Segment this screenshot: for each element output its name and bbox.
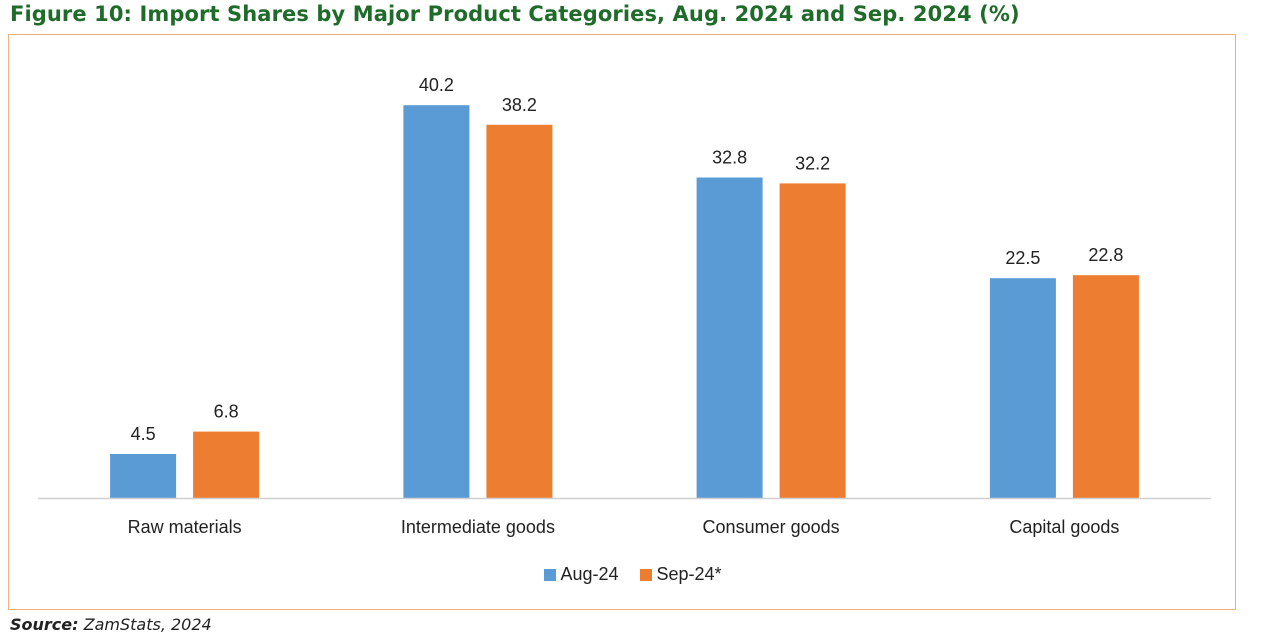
category-label: Intermediate goods — [401, 517, 555, 537]
data-label: 38.2 — [502, 95, 537, 115]
figure-title: Figure 10: Import Shares by Major Produc… — [10, 2, 1020, 26]
data-label: 6.8 — [214, 402, 239, 422]
data-label: 4.5 — [131, 424, 156, 444]
source-note: Source: ZamStats, 2024 — [10, 615, 212, 634]
data-label: 32.8 — [712, 148, 747, 168]
source-label: Source: — [10, 615, 79, 634]
bar-intermediate-goods-aug24 — [403, 105, 470, 498]
legend-item: Sep-24* — [640, 564, 722, 585]
bar-raw-materials-aug24 — [110, 454, 177, 498]
bar-chart: 4.5 6.8 Raw materials 40.2 38.2 Intermediate … — [38, 75, 1211, 537]
chart-frame — [8, 34, 1236, 610]
data-label: 22.5 — [1005, 248, 1040, 268]
bar-raw-materials-sep24 — [193, 431, 260, 498]
category-label: Consumer goods — [703, 517, 840, 537]
bar-intermediate-goods-sep24 — [486, 124, 553, 499]
data-label: 32.2 — [795, 153, 830, 173]
legend-item: Aug-24 — [544, 564, 618, 585]
data-label: 40.2 — [419, 75, 454, 95]
bar-consumer-goods-sep24 — [779, 183, 846, 498]
chart-legend: Aug-24 Sep-24* — [0, 564, 1266, 585]
data-label: 22.8 — [1088, 245, 1123, 265]
category-label: Capital goods — [1009, 517, 1119, 537]
category-label: Raw materials — [128, 517, 242, 537]
legend-label: Sep-24* — [656, 564, 722, 584]
bar-capital-goods-sep24 — [1072, 275, 1139, 498]
source-text: ZamStats, 2024 — [78, 615, 212, 634]
legend-swatch — [544, 568, 557, 581]
legend-label: Aug-24 — [560, 564, 619, 584]
bar-capital-goods-aug24 — [989, 278, 1056, 498]
legend-swatch — [640, 568, 653, 581]
bar-consumer-goods-aug24 — [696, 177, 763, 498]
